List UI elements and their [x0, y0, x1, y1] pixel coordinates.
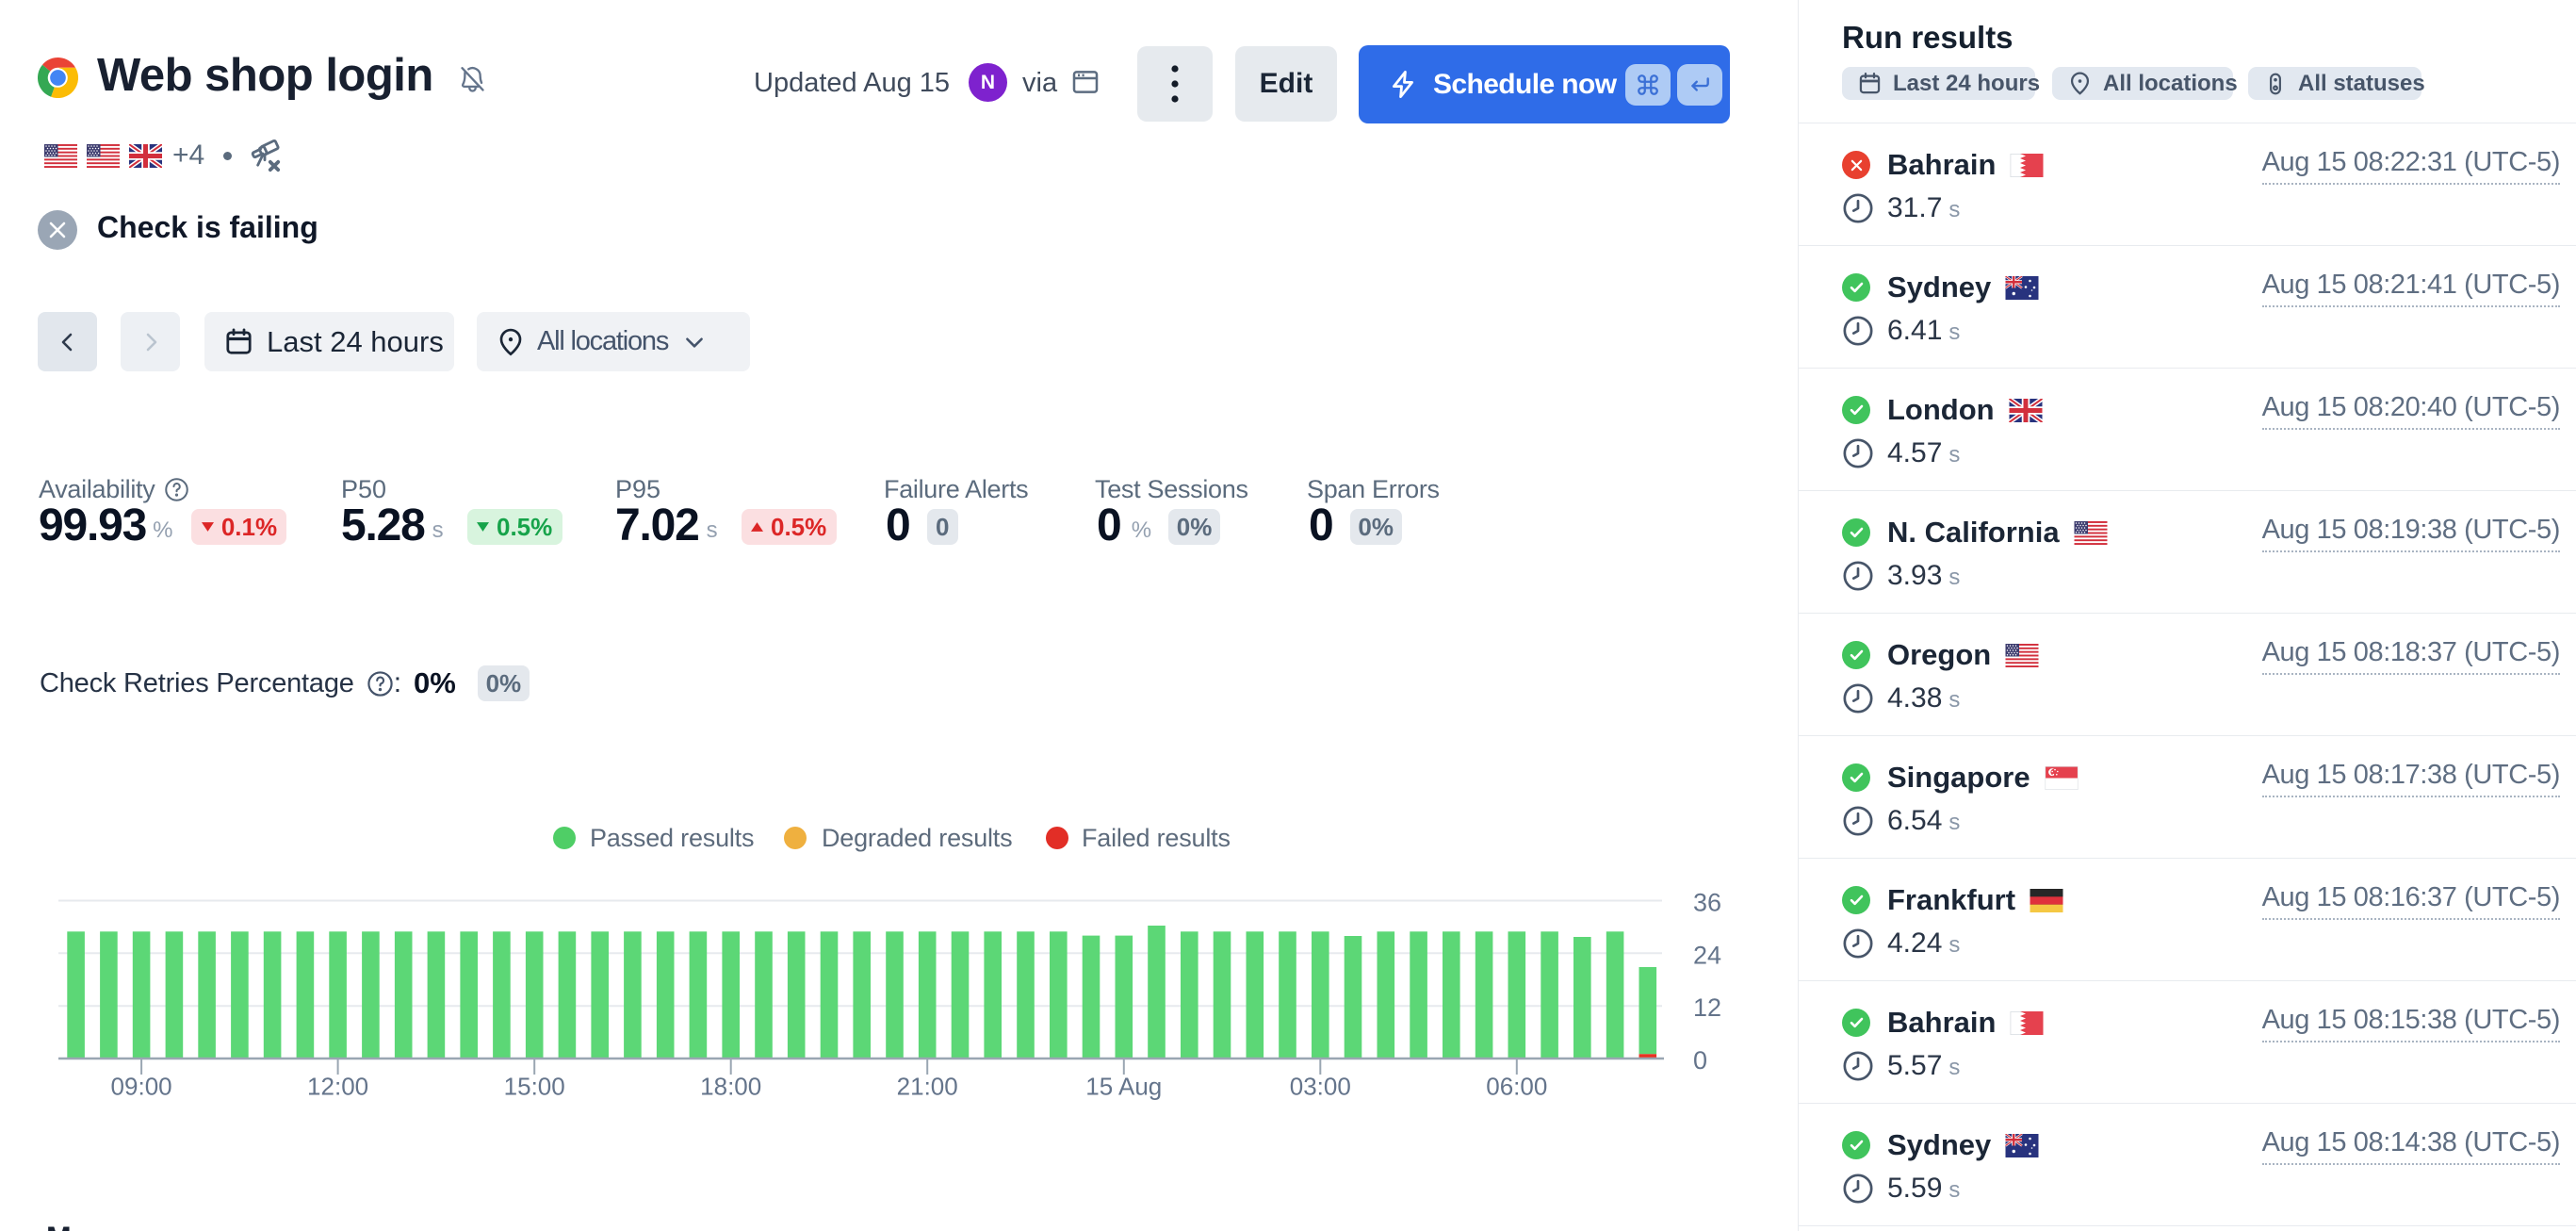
- svg-text:12:00: 12:00: [307, 1073, 368, 1101]
- svg-text:06:00: 06:00: [1486, 1073, 1547, 1101]
- svg-text:24: 24: [1693, 941, 1721, 969]
- svg-text:15 Aug: 15 Aug: [1085, 1073, 1162, 1101]
- svg-text:36: 36: [1693, 889, 1721, 917]
- svg-text:18:00: 18:00: [700, 1073, 761, 1101]
- svg-text:15:00: 15:00: [504, 1073, 565, 1101]
- svg-text:09:00: 09:00: [111, 1073, 172, 1101]
- svg-text:03:00: 03:00: [1290, 1073, 1351, 1101]
- svg-text:0: 0: [1693, 1046, 1707, 1075]
- svg-text:12: 12: [1693, 993, 1721, 1022]
- svg-text:21:00: 21:00: [897, 1073, 958, 1101]
